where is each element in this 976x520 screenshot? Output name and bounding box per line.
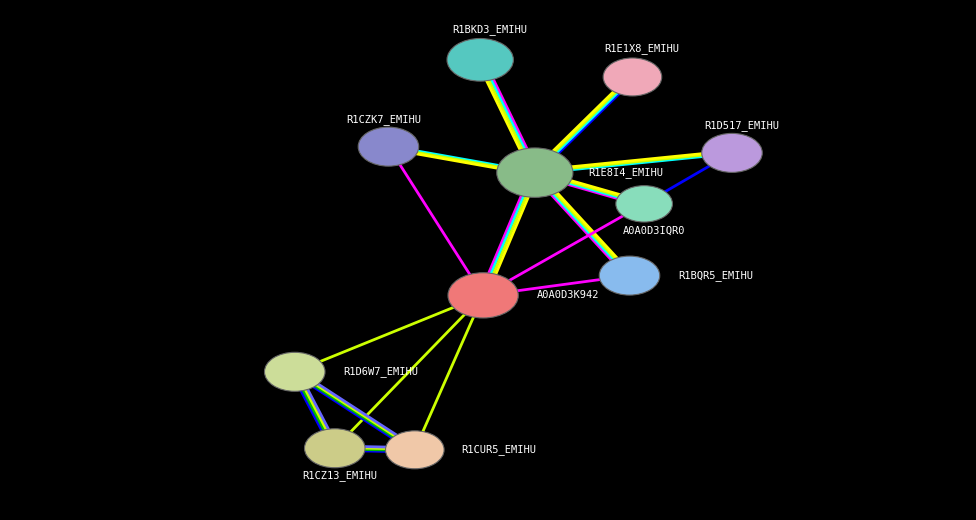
- Ellipse shape: [702, 133, 762, 172]
- Text: R1E1X8_EMIHU: R1E1X8_EMIHU: [605, 43, 679, 54]
- Ellipse shape: [603, 58, 662, 96]
- Ellipse shape: [448, 272, 518, 318]
- Ellipse shape: [447, 38, 513, 81]
- Text: R1BKD3_EMIHU: R1BKD3_EMIHU: [453, 24, 527, 35]
- Ellipse shape: [599, 256, 660, 295]
- Ellipse shape: [386, 431, 444, 469]
- Text: R1D6W7_EMIHU: R1D6W7_EMIHU: [344, 367, 419, 377]
- Text: R1CZ13_EMIHU: R1CZ13_EMIHU: [303, 470, 377, 480]
- Text: R1D517_EMIHU: R1D517_EMIHU: [705, 121, 779, 131]
- Ellipse shape: [616, 186, 672, 222]
- Ellipse shape: [264, 353, 325, 391]
- Ellipse shape: [305, 428, 365, 468]
- Ellipse shape: [358, 127, 419, 166]
- Text: R1CZK7_EMIHU: R1CZK7_EMIHU: [346, 114, 421, 125]
- Text: R1BQR5_EMIHU: R1BQR5_EMIHU: [678, 270, 753, 281]
- Text: A0A0D3K942: A0A0D3K942: [537, 290, 599, 301]
- Text: A0A0D3IQR0: A0A0D3IQR0: [623, 226, 685, 236]
- Text: R1E8I4_EMIHU: R1E8I4_EMIHU: [589, 167, 664, 178]
- Text: R1CUR5_EMIHU: R1CUR5_EMIHU: [462, 445, 537, 455]
- Ellipse shape: [497, 148, 573, 197]
